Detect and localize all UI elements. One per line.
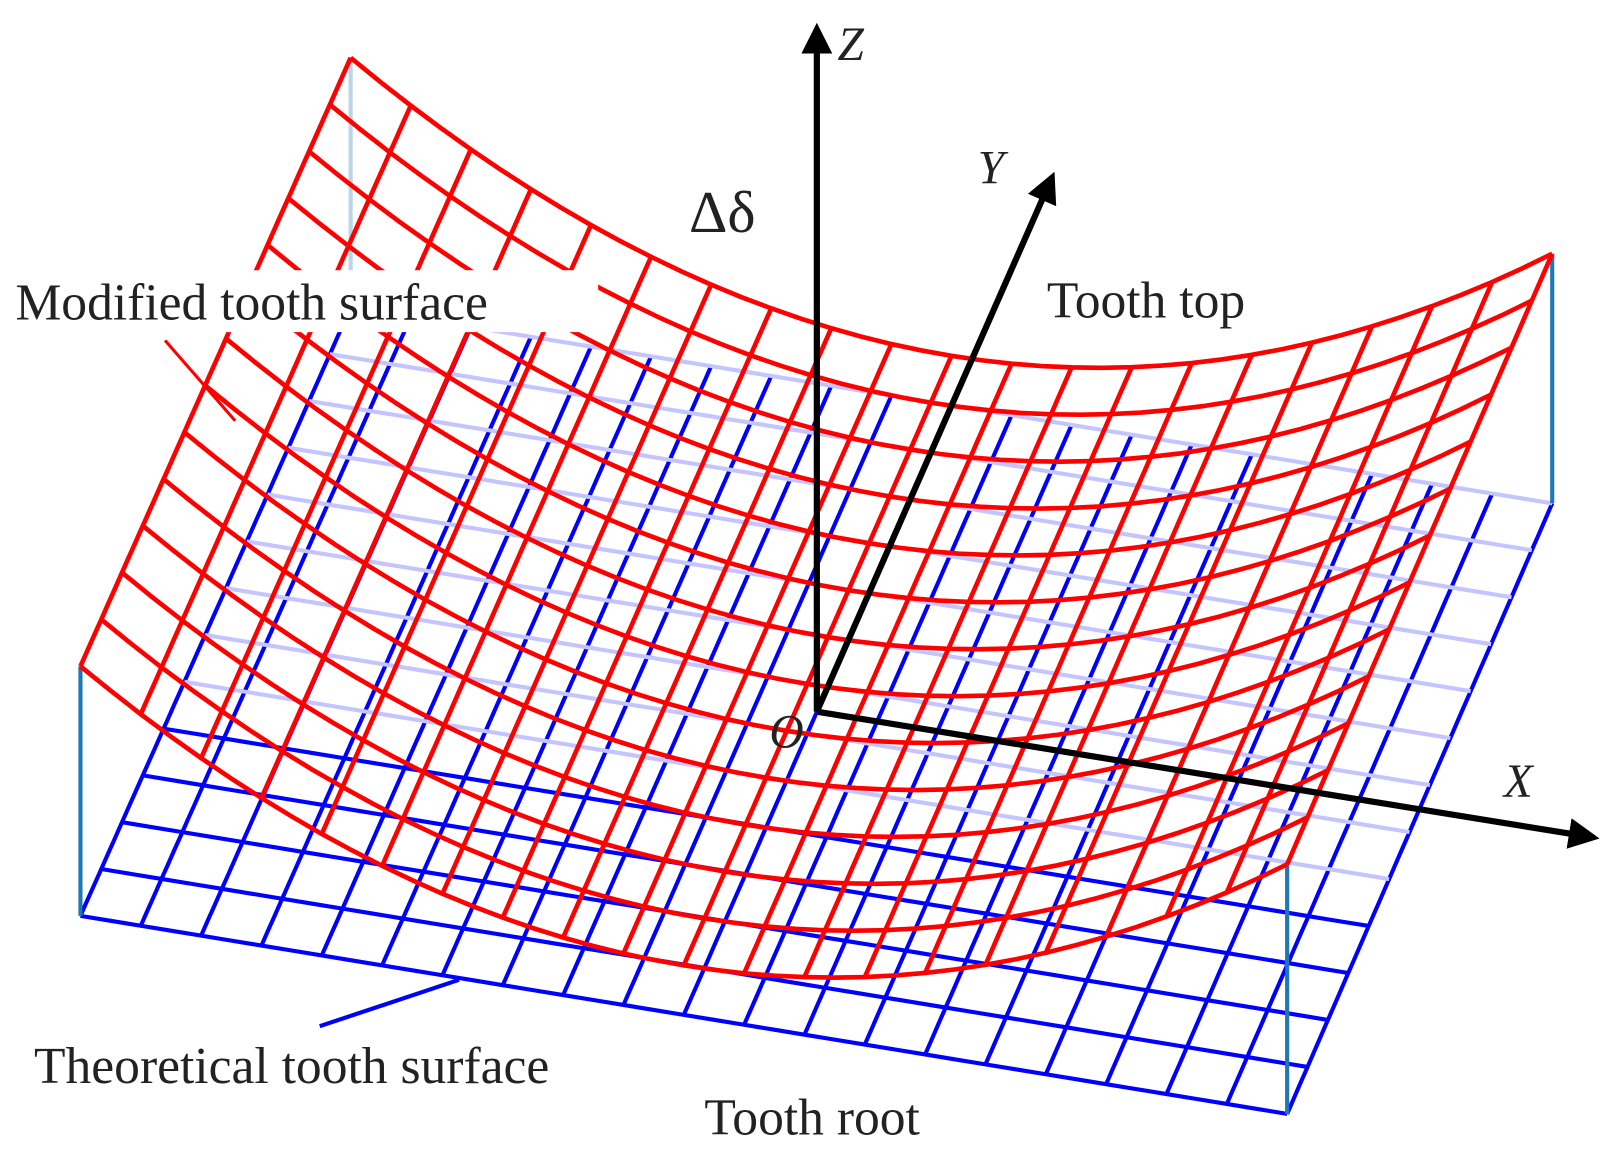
grid-line [742,362,1014,975]
grid-line [99,617,1309,934]
x-label: X [1502,756,1535,808]
grid-line [349,55,1554,371]
grid-line [500,375,774,986]
grid-line [440,283,714,895]
grid-line [379,255,654,867]
grid-line [561,327,834,939]
grid-line [78,306,353,917]
grid-line [80,913,1288,1116]
y-axis [814,171,1057,713]
theoretical-leader [319,977,460,1029]
modified-leader [163,339,237,422]
theoretical-label: Theoretical tooth surface [34,1038,549,1095]
grid-line [923,362,1194,974]
grid-line [1285,252,1555,866]
modified-label: Modified tooth surface [15,275,487,332]
grid-line [162,477,1370,793]
grid-line [286,196,1493,511]
grid-line [380,355,653,967]
grid-line [78,664,1289,980]
grid-line [1043,341,1315,954]
grid-line [120,570,1329,887]
grid-line [561,384,834,996]
grid-line [141,523,1350,840]
grid-line [328,102,1533,418]
grid-line [78,56,353,668]
origin-label: O [769,707,803,759]
grid-line [182,430,1391,746]
tooth-top-label: Tooth top [1047,273,1245,330]
z-label: Z [837,19,864,71]
grid-line [1164,305,1435,918]
grid-line [862,366,1134,978]
y-label: Y [978,143,1009,195]
grid-line [500,307,774,919]
grid-line [802,366,1074,979]
grid-line [138,316,413,927]
grid-line [1224,281,1495,894]
axes [801,22,1600,849]
grid-line [319,345,593,957]
grid-line [266,243,1472,558]
grid-line [198,148,473,759]
tooth-root-label: Tooth root [704,1089,920,1146]
modified-surface [78,55,1555,980]
grid-line [621,343,894,955]
grid-line [224,336,1431,652]
grid-line [245,289,1452,605]
grid-line [983,353,1255,966]
x-axis [816,708,1600,849]
grid-line [138,104,413,716]
grid-line [1104,325,1375,938]
label-bg [10,270,599,333]
grid-line [203,383,1411,699]
delta-label: Δδ [689,179,756,245]
grid-line [621,394,894,1006]
